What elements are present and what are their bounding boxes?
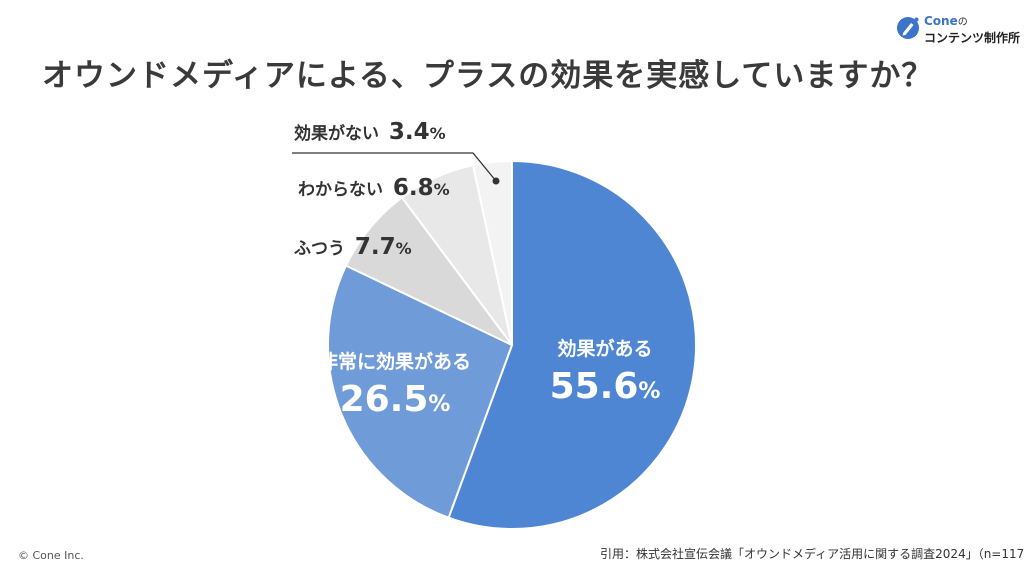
slice-value-4: 3.4 — [389, 119, 430, 145]
slice-label-2: ふつう 7.7% — [294, 234, 412, 260]
leader-dot — [492, 177, 500, 185]
brand-particle: の — [957, 17, 968, 28]
brand-name-jp: コンテンツ制作所 — [924, 31, 1021, 45]
slice-name-4: 効果がない — [294, 123, 385, 144]
cone-pencil-icon — [897, 17, 919, 39]
slice-unit-2: % — [396, 239, 412, 258]
copyright: © Cone Inc. — [18, 549, 84, 562]
slice-name-3: わからない — [298, 180, 389, 200]
page-title: オウンドメディアによる、プラスの効果を実感していますか？ — [42, 58, 934, 94]
slice-unit-0: % — [638, 379, 660, 404]
leader-line — [292, 152, 497, 182]
pie-slice-1 — [327, 264, 514, 520]
slice-value-2: 7.7 — [355, 234, 396, 260]
slice-label-3: わからない 6.8% — [298, 175, 450, 201]
source-citation: 引用：株式会社宣伝会議「オウンドメディア活用に関する調査2024」（n=117） — [600, 547, 1024, 561]
slice-name-2: ふつう — [294, 239, 351, 259]
pie-slice-4 — [471, 159, 513, 346]
slice-label-0: 効果がある — [557, 337, 652, 360]
brand-logo: Coneの コンテンツ制作所 — [896, 10, 1020, 50]
slice-unit-4: % — [430, 124, 446, 143]
slice-unit-3: % — [434, 180, 450, 199]
brand-name-en: Cone — [924, 14, 958, 28]
slice-label-1: 非常に効果がある — [319, 350, 471, 373]
pie-slice-0 — [447, 159, 697, 530]
slice-value-3: 6.8 — [393, 175, 434, 201]
slice-label-4: 効果がない 3.4% — [294, 119, 446, 145]
slice-unit-1: % — [428, 392, 450, 417]
